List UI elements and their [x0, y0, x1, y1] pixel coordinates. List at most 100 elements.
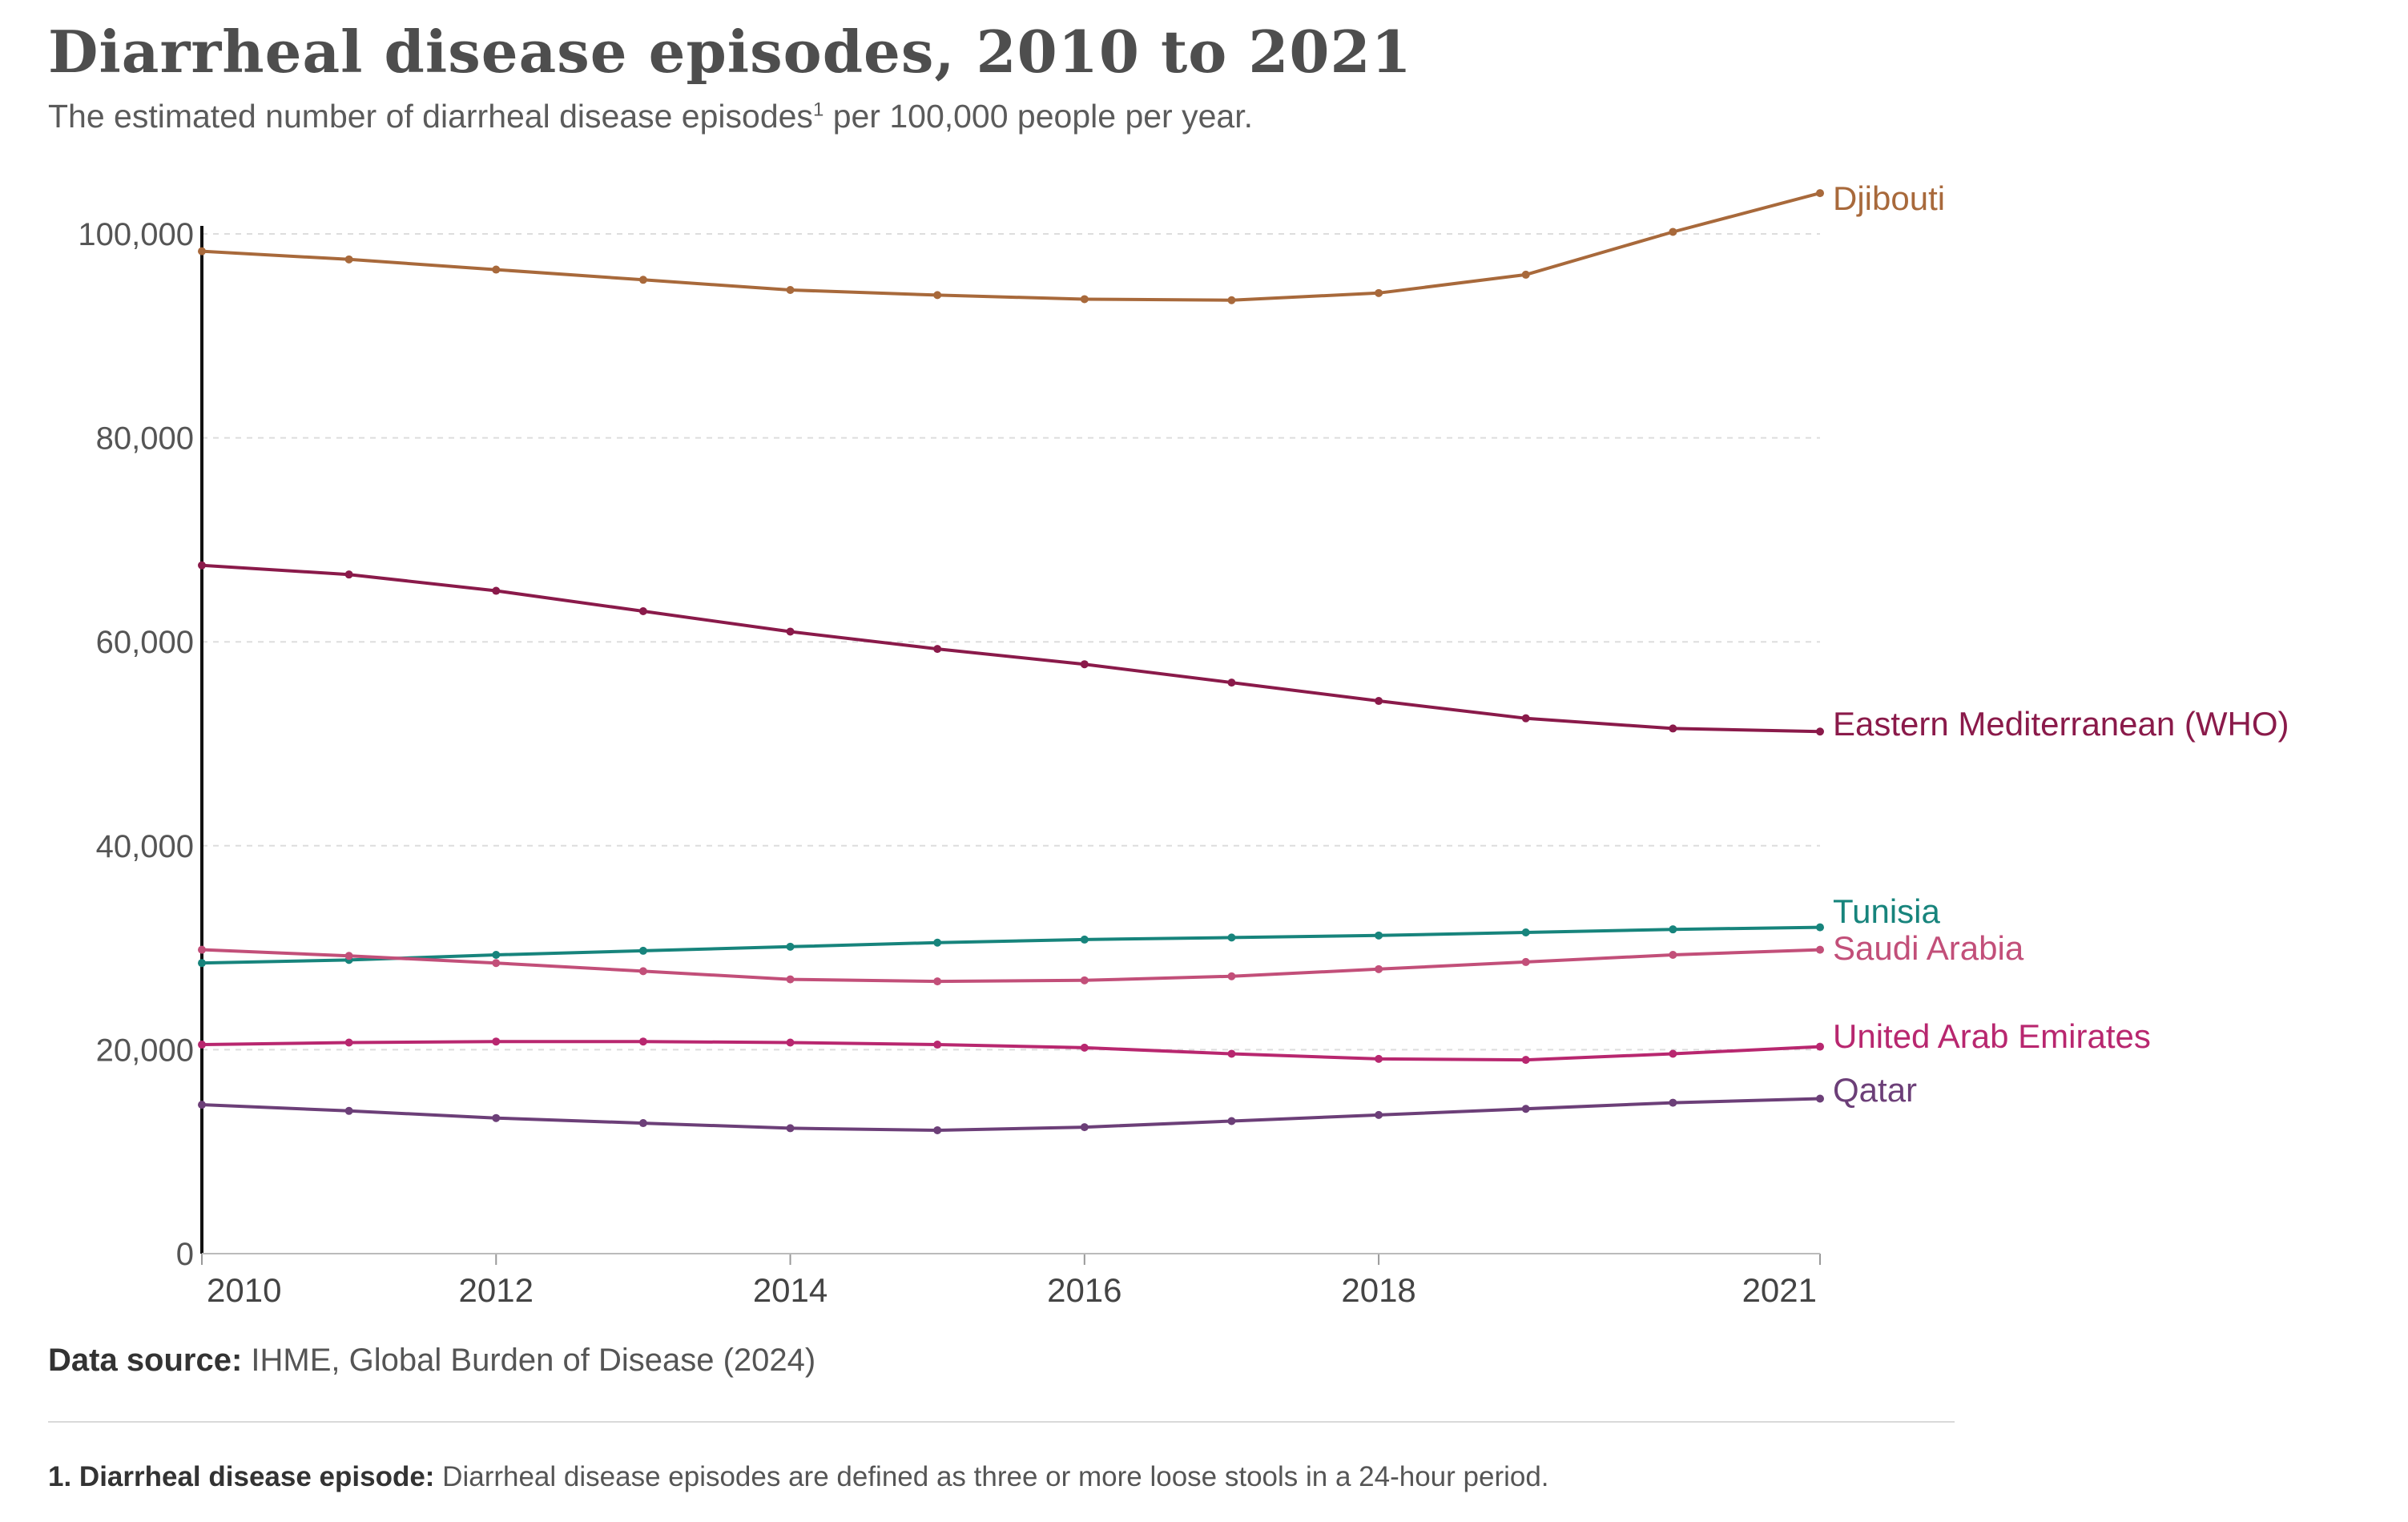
data-point-qatar — [1521, 1105, 1530, 1113]
data-point-united-arab-emirates — [1521, 1056, 1530, 1065]
data-point-saudi-arabia — [1669, 951, 1677, 960]
axes — [200, 226, 1820, 1254]
data-point-tunisia — [1816, 923, 1824, 932]
y-tick-label: 40,000 — [96, 829, 194, 864]
x-axis-ticks: 2010 2012 2014 2016 2018 2021 — [201, 1254, 1821, 1309]
data-point-eastern-mediterranean-who — [198, 561, 206, 570]
data-point-tunisia — [198, 959, 206, 968]
series-lines — [198, 189, 1824, 1134]
data-point-saudi-arabia — [492, 959, 501, 968]
data-point-djibouti — [786, 286, 795, 295]
data-point-qatar — [1080, 1123, 1089, 1132]
data-point-united-arab-emirates — [1375, 1054, 1383, 1063]
series-label-eastern-mediterranean-who: Eastern Mediterranean (WHO) — [1833, 705, 2289, 743]
series-label-qatar: Qatar — [1833, 1071, 1917, 1109]
subtitle-text: The estimated number of diarrheal diseas… — [48, 98, 813, 135]
y-tick-label: 60,000 — [96, 625, 194, 660]
footer-divider — [48, 1421, 1955, 1423]
data-point-eastern-mediterranean-who — [1521, 714, 1530, 723]
data-source: Data source: IHME, Global Burden of Dise… — [48, 1343, 815, 1379]
footnote-label: 1. Diarrheal disease episode: — [48, 1461, 435, 1492]
data-point-saudi-arabia — [1080, 976, 1089, 984]
series-line-saudi-arabia — [201, 948, 1821, 984]
y-axis-ticks: 0 20,000 40,000 60,000 80,000 100,000 — [78, 217, 194, 1272]
data-point-qatar — [1375, 1110, 1383, 1119]
data-point-qatar — [933, 1125, 942, 1134]
data-point-tunisia — [1227, 933, 1236, 942]
series-line-united-arab-emirates — [201, 1040, 1821, 1062]
data-point-qatar — [198, 1101, 206, 1109]
data-point-djibouti — [198, 247, 206, 256]
data-source-label: Data source: — [48, 1343, 243, 1378]
chart-subtitle: The estimated number of diarrheal diseas… — [48, 98, 1253, 135]
data-point-saudi-arabia — [786, 975, 795, 984]
data-point-qatar — [638, 1119, 647, 1128]
data-point-eastern-mediterranean-who — [1669, 724, 1677, 733]
data-point-saudi-arabia — [1227, 972, 1236, 980]
data-point-saudi-arabia — [638, 967, 647, 976]
data-point-eastern-mediterranean-who — [344, 570, 353, 579]
data-point-eastern-mediterranean-who — [492, 586, 501, 595]
data-point-united-arab-emirates — [1080, 1043, 1089, 1052]
x-tick-label: 2010 — [207, 1271, 281, 1309]
gridlines — [202, 233, 1820, 1051]
data-point-tunisia — [492, 951, 501, 960]
data-source-text: IHME, Global Burden of Disease (2024) — [242, 1343, 816, 1378]
data-point-united-arab-emirates — [933, 1041, 942, 1049]
x-tick-label: 2021 — [1742, 1271, 1817, 1309]
data-point-qatar — [344, 1106, 353, 1115]
chart-title: Diarrheal disease episodes, 2010 to 2021 — [48, 18, 1412, 86]
series-labels: Djibouti Eastern Mediterranean (WHO) Tunis… — [1833, 179, 2289, 1109]
data-point-united-arab-emirates — [344, 1038, 353, 1047]
data-point-saudi-arabia — [1816, 945, 1824, 954]
data-point-djibouti — [1227, 296, 1236, 304]
data-point-tunisia — [786, 942, 795, 951]
footnote-text: Diarrheal disease episodes are defined a… — [434, 1461, 1549, 1492]
series-label-djibouti: Djibouti — [1833, 179, 1945, 217]
data-point-djibouti — [344, 255, 353, 264]
x-tick-label: 2012 — [459, 1271, 534, 1309]
data-point-qatar — [492, 1113, 501, 1122]
x-tick-label: 2018 — [1341, 1271, 1415, 1309]
data-point-djibouti — [1375, 288, 1383, 297]
data-point-eastern-mediterranean-who — [1375, 697, 1383, 706]
y-tick-label: 80,000 — [96, 421, 194, 457]
footnote-marker: 1 — [812, 99, 824, 121]
line-chart: 0 20,000 40,000 60,000 80,000 100,000 2010 201… — [78, 179, 2289, 1309]
data-point-united-arab-emirates — [638, 1037, 647, 1046]
series-label-united-arab-emirates: United Arab Emirates — [1833, 1017, 2151, 1055]
data-point-united-arab-emirates — [1227, 1049, 1236, 1058]
data-point-djibouti — [933, 291, 942, 300]
data-point-djibouti — [1669, 227, 1677, 236]
data-point-djibouti — [1521, 270, 1530, 279]
data-point-qatar — [786, 1124, 795, 1133]
data-point-united-arab-emirates — [492, 1037, 501, 1046]
series-label-saudi-arabia: Saudi Arabia — [1833, 929, 2024, 967]
data-point-saudi-arabia — [198, 945, 206, 954]
data-point-qatar — [1816, 1094, 1824, 1103]
x-tick-label: 2016 — [1047, 1271, 1121, 1309]
data-point-tunisia — [1521, 928, 1530, 937]
data-point-eastern-mediterranean-who — [638, 607, 647, 616]
data-point-djibouti — [1080, 295, 1089, 304]
data-point-eastern-mediterranean-who — [786, 627, 795, 636]
data-point-eastern-mediterranean-who — [1080, 660, 1089, 669]
data-point-eastern-mediterranean-who — [1816, 727, 1824, 736]
subtitle-tail: per 100,000 people per year. — [823, 98, 1253, 135]
data-point-united-arab-emirates — [786, 1038, 795, 1047]
data-point-djibouti — [638, 276, 647, 284]
data-point-tunisia — [1080, 935, 1089, 944]
series-line-eastern-mediterranean-who — [201, 563, 1821, 734]
data-point-eastern-mediterranean-who — [1227, 678, 1236, 687]
data-point-qatar — [1669, 1098, 1677, 1107]
data-point-tunisia — [1375, 931, 1383, 940]
series-line-qatar — [201, 1097, 1821, 1132]
footnote: 1. Diarrheal disease episode: Diarrheal … — [48, 1461, 1549, 1493]
data-point-tunisia — [933, 938, 942, 947]
y-tick-label: 0 — [176, 1237, 194, 1272]
y-tick-label: 100,000 — [78, 217, 194, 252]
series-line-tunisia — [201, 925, 1821, 965]
y-tick-label: 20,000 — [96, 1033, 194, 1068]
data-point-united-arab-emirates — [1816, 1042, 1824, 1051]
data-point-tunisia — [1669, 925, 1677, 934]
